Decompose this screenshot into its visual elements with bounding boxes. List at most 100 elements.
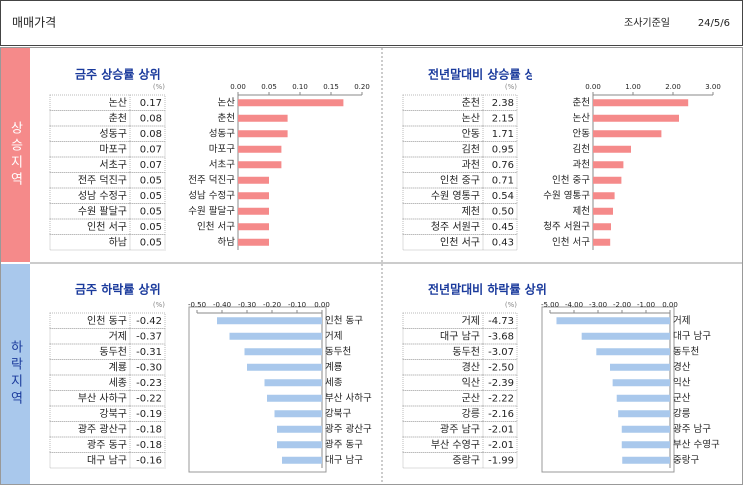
table-value: 0.71 [492,175,514,186]
table-value: -2.01 [488,424,514,435]
bar-label: 광주 동구 [325,438,363,450]
table-cell [402,343,484,360]
table-value: 0.50 [492,206,514,217]
bar [229,332,322,340]
table-value: 2.38 [492,98,514,109]
table-region: 계룡 [109,361,127,373]
bar [593,176,622,184]
bar-label: 논산 [573,113,591,124]
table-value: -2.39 [488,378,514,389]
table-cell [402,421,484,438]
x-tick-label: 0.15 [323,83,339,91]
bar-label: 청주 서원구 [543,221,590,232]
bar [596,348,670,356]
x-tick-label: 3.00 [705,83,721,91]
bar [238,176,269,184]
bar-label: 제천 [573,206,590,217]
table-cell [402,436,484,453]
bar-label: 강북구 [325,408,351,419]
table-region: 논산 [109,97,127,109]
table-value: -0.19 [136,409,162,420]
table-value: -4.73 [488,316,514,327]
table-cell [402,94,484,111]
table-region: 수원 팔달구 [78,205,127,217]
table-value: 1.71 [492,129,514,140]
table-cell [129,234,166,251]
x-tick-label: -0.30 [238,301,256,309]
header-title: 매매가격 [12,16,56,30]
bar-label: 부산 사하구 [325,392,372,404]
table-value: -3.07 [488,347,514,358]
bar [238,161,282,169]
bar-label: 전주 덕진구 [188,175,235,186]
bar [593,238,611,246]
table-region: 광주 광산구 [78,423,127,435]
bar-label: 논산 [218,97,236,108]
section-label: 상승지역 [8,121,23,189]
bar-label: 익산 [673,376,691,388]
table-cell [129,359,166,376]
bar-label: 인천 동구 [325,315,363,326]
table-value: -2.50 [488,362,514,373]
bar-label: 광주 남구 [673,423,711,435]
bar [282,456,322,464]
unit-label: (%) [153,301,165,309]
bar [612,379,670,387]
bar [277,441,322,449]
unit-label: (%) [505,83,517,91]
bar-label: 춘천 [573,97,590,108]
bar-label: 수원 영통구 [543,190,590,201]
bar-label: 대구 남구 [673,331,711,342]
bar [618,410,670,418]
table-cell [49,94,131,111]
table-cell [49,343,131,360]
x-tick-label: -0.40 [213,301,231,309]
table-value: 0.05 [140,175,162,186]
table-cell [129,187,166,204]
table-cell [129,421,166,438]
bar-label: 인천 서구 [552,237,590,248]
bar [593,207,613,215]
table-value: 0.08 [140,129,162,140]
table-value: -0.18 [136,424,162,435]
header-box [0,0,743,46]
table-cell [129,343,166,360]
table-cell [49,172,131,189]
panel-title: 전년말대비 상승률 상위 [428,67,547,82]
table-cell [482,234,518,251]
x-tick-label: 0.20 [354,83,370,91]
bar [264,379,322,387]
x-tick-label: -5.00 [541,301,559,309]
table-cell [402,203,484,220]
plot-frame [188,306,327,473]
bar [622,456,670,464]
table-value: -0.18 [136,440,162,451]
table-cell [402,187,484,204]
table-region: 인천 서구 [87,221,127,233]
panel-title: 전년말대비 하락률 상위 [428,282,547,297]
table-cell [49,421,131,438]
bar [621,425,670,433]
unit-label: (%) [505,301,517,309]
table-value: 0.08 [140,113,162,124]
section-label: 하락지역 [8,340,23,408]
bar-label: 광주 광산구 [325,423,372,435]
bar [556,317,670,325]
x-tick-label: -1.00 [637,301,655,309]
bar-label: 대구 남구 [325,455,363,466]
table-region: 청주 서원구 [431,221,480,233]
table-value: 0.07 [140,144,162,155]
bar-label: 동두천 [673,346,699,357]
table-cell [402,156,484,173]
table-cell [49,125,131,142]
panel-title: 금주 하락률 상위 [75,282,161,297]
table-cell [482,452,518,469]
bar [267,394,322,402]
table-value: 0.76 [492,160,514,171]
bar-label: 과천 [573,159,590,170]
table-region: 경산 [462,360,480,373]
table-cell [49,141,131,158]
bar [277,425,322,433]
table-value: -2.22 [488,393,514,404]
bar [238,207,269,215]
